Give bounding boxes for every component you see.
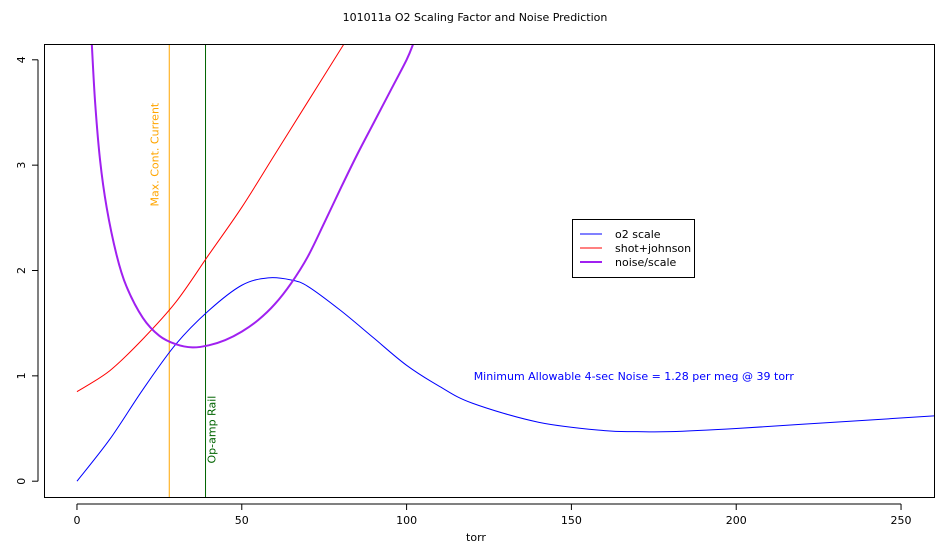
y-tick-label: 4 [15, 56, 28, 63]
y-tick-label: 2 [15, 267, 28, 274]
y-tick-label: 1 [15, 372, 28, 379]
x-tick-label: 200 [726, 514, 747, 527]
y-tick-label: 3 [15, 162, 28, 169]
series-line-shot-johnson [76, 44, 345, 393]
x-tick-label: 250 [891, 514, 912, 527]
legend-label: o2 scale [615, 228, 661, 241]
x-tick-label: 0 [73, 514, 80, 527]
x-tick-label: 100 [396, 514, 417, 527]
x-axis: 0 50 100 150 200 250 [73, 503, 912, 527]
vline-label-1: Op-amp Rail [206, 396, 219, 464]
x-axis-label: torr [466, 531, 486, 544]
legend-label: noise/scale [615, 256, 677, 269]
y-axis: 0 1 2 3 4 [15, 56, 39, 485]
legend-box [572, 219, 695, 278]
plot-area [76, 44, 934, 497]
series-line-o2-scale [76, 277, 934, 482]
vline-label-0: Max. Cont. Current [148, 102, 161, 206]
x-tick-label: 50 [235, 514, 249, 527]
chart-title: 101011a O2 Scaling Factor and Noise Pred… [343, 11, 608, 24]
legend-label: shot+johnson [615, 242, 691, 255]
series-line-noise-scale [90, 44, 415, 349]
x-tick-label: 150 [561, 514, 582, 527]
plot-frame [44, 44, 935, 498]
noise-annotation: Minimum Allowable 4-sec Noise = 1.28 per… [474, 370, 795, 383]
y-tick-label: 0 [15, 478, 28, 485]
